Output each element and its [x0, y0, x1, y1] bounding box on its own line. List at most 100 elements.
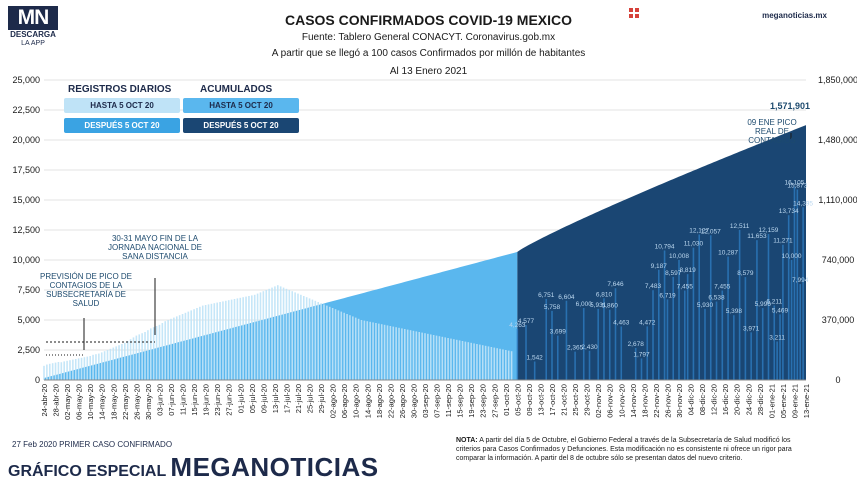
x-tick-label: 10-may-20	[86, 384, 95, 420]
daily-bar-after	[646, 326, 649, 380]
daily-bar-before	[147, 330, 149, 380]
daily-bar-before	[479, 344, 481, 380]
daily-bar-before	[493, 347, 496, 380]
daily-bar-before	[354, 317, 357, 380]
daily-bar-before	[432, 335, 435, 380]
daily-value-label: 9,187	[651, 263, 668, 270]
daily-bar-before	[464, 341, 467, 380]
daily-bar-after	[597, 308, 599, 380]
y-left-tick-label: 12,500	[12, 225, 40, 235]
x-tick-label: 09-jul-20	[259, 384, 268, 413]
x-tick-label: 28-abr-20	[52, 384, 61, 417]
x-tick-label: 06-nov-20	[606, 384, 615, 418]
daily-bar-before	[441, 336, 444, 380]
daily-value-label: 7,483	[645, 283, 662, 290]
x-tick-label: 18-may-20	[109, 384, 118, 420]
daily-bar-before	[418, 332, 421, 380]
daily-bar-after	[790, 260, 793, 380]
x-tick-label: 26-nov-20	[663, 384, 672, 418]
x-tick-label: 01-ene-21	[767, 384, 776, 418]
daily-bar-before	[210, 303, 213, 380]
daily-bar-after	[551, 310, 553, 380]
daily-bar-before	[204, 305, 207, 380]
x-tick-label: 26-may-20	[132, 384, 141, 420]
daily-bar-before	[100, 352, 103, 380]
daily-value-label: 7,994	[792, 277, 809, 284]
daily-bar-after	[750, 332, 752, 380]
daily-value-label: 16,105	[785, 180, 805, 187]
legend-daily-before: HASTA 5 OCT 20	[64, 98, 180, 113]
daily-bar-before	[103, 351, 106, 380]
daily-bar-before	[395, 327, 397, 380]
daily-bar-before	[57, 362, 60, 380]
daily-bar-before	[499, 348, 501, 380]
daily-bar-before	[175, 316, 178, 380]
daily-value-label: 1,797	[633, 351, 650, 358]
daily-bar-before	[467, 342, 470, 380]
x-tick-label: 23-sep-20	[479, 384, 488, 418]
daily-bar-before	[308, 298, 311, 380]
daily-bar-before	[352, 316, 354, 380]
daily-bar-before	[334, 309, 337, 380]
daily-bar-before	[239, 297, 242, 380]
daily-value-label: 12,511	[730, 223, 750, 230]
daily-bar-before	[435, 335, 438, 380]
daily-bar-before	[126, 341, 129, 380]
daily-bar-after	[608, 309, 611, 380]
x-tick-label: 25-oct-20	[571, 384, 580, 416]
daily-value-label: 14,395	[793, 200, 813, 207]
daily-bar-after	[666, 299, 669, 380]
daily-bar-before	[300, 294, 302, 380]
daily-bar-before	[277, 285, 279, 380]
x-tick-label: 07-sep-20	[433, 384, 442, 418]
daily-bar-before	[360, 320, 363, 380]
daily-bar-before	[507, 350, 510, 380]
daily-bar-before	[291, 291, 294, 380]
daily-bar-after	[692, 247, 695, 380]
daily-bar-before	[314, 300, 317, 380]
daily-bar-before	[251, 295, 253, 380]
daily-value-label: 5,758	[544, 304, 561, 311]
daily-bar-before	[216, 302, 218, 380]
x-tick-label: 10-ago-20	[352, 384, 361, 418]
daily-bar-before	[487, 346, 490, 380]
x-tick-label: 28-dic-20	[756, 384, 765, 415]
logo-app-text: LA APP	[21, 40, 45, 47]
x-tick-label: 16-dic-20	[721, 384, 730, 415]
footer-brand: GRÁFICO ESPECIAL MEGANOTICIAS	[8, 452, 379, 483]
x-tick-label: 15-sep-20	[456, 384, 465, 418]
site-url[interactable]: meganoticias.mx	[762, 11, 827, 20]
sana-distancia-annotation: 30-31 MAYO FIN DE LA JORNADA NACIONAL DE…	[108, 234, 202, 261]
daily-bar-before	[158, 324, 161, 380]
meganoticias-logo[interactable]: MN DESCARGA LA APP	[8, 6, 58, 52]
daily-bar-after	[634, 347, 637, 380]
daily-bar-before	[236, 298, 239, 380]
x-tick-label: 13-ene-21	[802, 384, 811, 418]
grid-menu-icon[interactable]	[629, 8, 639, 18]
daily-bar-before	[470, 342, 472, 380]
daily-bar-after	[525, 325, 527, 380]
daily-bar-before	[118, 345, 120, 380]
daily-bar-before	[89, 356, 91, 380]
daily-bar-before	[181, 314, 184, 380]
daily-bar-after	[773, 305, 776, 380]
y-left-tick-label: 10,000	[12, 255, 40, 265]
daily-value-label: 4,472	[639, 319, 656, 326]
daily-value-label: 4,263	[509, 322, 526, 329]
daily-bar-before	[95, 354, 97, 380]
y-right-tick-label: 370,000	[822, 315, 855, 325]
daily-value-label: 5,469	[772, 307, 789, 314]
daily-bar-before	[282, 287, 285, 380]
daily-bar-before	[383, 324, 386, 380]
daily-bar-before	[343, 312, 345, 380]
daily-value-label: 7,646	[607, 281, 624, 288]
daily-bar-before	[415, 331, 418, 380]
x-tick-label: 14-ago-20	[363, 384, 372, 418]
daily-bar-before	[271, 287, 273, 380]
daily-bar-after	[761, 308, 764, 380]
x-tick-label: 29-oct-20	[583, 384, 592, 416]
daily-bar-before	[444, 337, 446, 380]
daily-value-label: 5,931	[590, 302, 607, 309]
daily-bar-before	[199, 306, 201, 380]
x-tick-label: 17-oct-20	[548, 384, 557, 416]
